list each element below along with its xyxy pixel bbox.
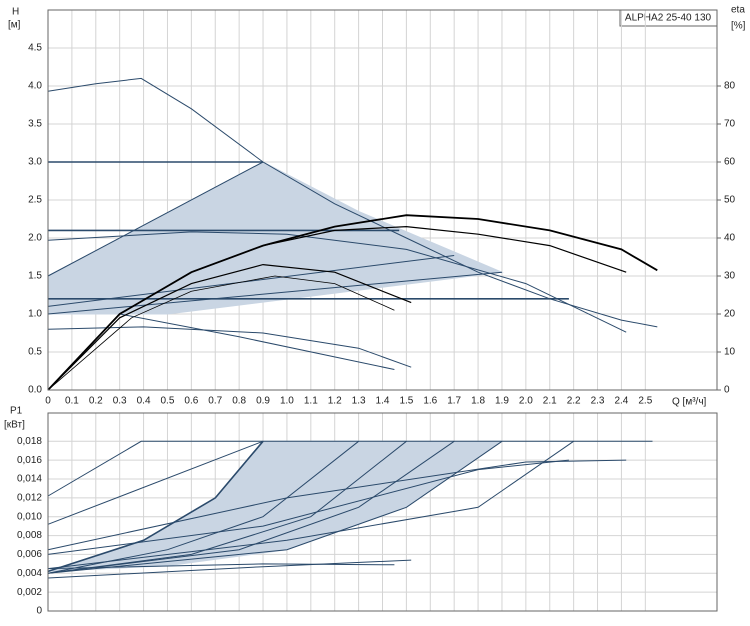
x-label: Q [м³/ч] [672, 397, 707, 408]
curve [47, 440, 264, 525]
x-tick-label: 1.4 [376, 396, 390, 407]
x-tick-label: 1.2 [328, 396, 342, 407]
x-tick-label: 0.4 [137, 396, 151, 407]
y-tick-label: 0,008 [17, 530, 42, 541]
y-tick-label: 1.0 [28, 309, 42, 320]
y-tick-label: 0.5 [28, 347, 42, 358]
y-tick-label: 0,016 [17, 455, 42, 466]
y2-unit: [%] [731, 21, 746, 32]
curve [47, 440, 455, 574]
y-tick-label: 0,002 [17, 587, 42, 598]
y2-tick-label: 10 [724, 347, 736, 358]
y-tick-label: 3.5 [28, 119, 42, 130]
y-tick-label: 0 [36, 606, 42, 617]
y-tick-label: 0,010 [17, 511, 42, 522]
y2-tick-label: 70 [724, 119, 736, 130]
x-tick-label: 1.6 [423, 396, 437, 407]
x-tick-label: 0.3 [113, 396, 127, 407]
operating-area [47, 440, 504, 572]
curve [47, 271, 503, 315]
curve [47, 255, 455, 307]
operating-area [47, 161, 504, 315]
curve [47, 440, 407, 574]
x-tick-label: 0 [45, 396, 51, 407]
x-tick-label: 1.9 [495, 396, 509, 407]
chart-title: ALPHA2 25-40 130 [625, 13, 712, 24]
x-tick-label: 1.3 [352, 396, 366, 407]
x-tick-label: 2.3 [591, 396, 605, 407]
x-tick-label: 0.1 [65, 396, 79, 407]
curve [47, 440, 264, 573]
y2-tick-label: 80 [724, 81, 736, 92]
y2-tick-label: 40 [724, 233, 736, 244]
x-tick-label: 1.0 [280, 396, 294, 407]
x-tick-label: 1.8 [471, 396, 485, 407]
x-tick-label: 1.5 [399, 396, 413, 407]
y2-tick-label: 30 [724, 271, 736, 282]
x-tick-label: 2.1 [543, 396, 557, 407]
x-tick-label: 0.7 [208, 396, 222, 407]
curve [47, 231, 627, 333]
curve [47, 559, 412, 579]
y-tick-label: 2.0 [28, 233, 42, 244]
x-tick-label: 0.5 [161, 396, 175, 407]
curve [47, 326, 412, 368]
y-tick-label: 0,014 [17, 474, 42, 485]
x-tick-label: 0.9 [256, 396, 270, 407]
curve [47, 225, 627, 391]
y-tick-label: 4.5 [28, 43, 42, 54]
x-tick-label: 2.0 [519, 396, 533, 407]
x-tick-label: 2.4 [614, 396, 628, 407]
x-tick-label: 0.8 [232, 396, 246, 407]
y-tick-label: 3.0 [28, 157, 42, 168]
curve [47, 440, 653, 497]
curve [47, 440, 574, 570]
y2-tick-label: 0 [724, 385, 730, 396]
curve [47, 459, 569, 555]
curve [47, 459, 627, 551]
curve [47, 440, 503, 574]
y-tick-label: 4.0 [28, 81, 42, 92]
x-tick-label: 1.1 [304, 396, 318, 407]
curve [119, 313, 395, 370]
y-tick-label: 0,012 [17, 492, 42, 503]
y2-tick-label: 50 [724, 195, 736, 206]
y-tick-label: 0,004 [17, 568, 42, 579]
plot-frame [47, 9, 718, 391]
y-tick-label: 0,018 [17, 436, 42, 447]
plot-frame [47, 412, 718, 612]
y-tick-label: 2.5 [28, 195, 42, 206]
curve [47, 77, 658, 328]
y2-label: eta [731, 5, 745, 16]
y-tick-label: 1.5 [28, 271, 42, 282]
x-tick-label: 0.2 [89, 396, 103, 407]
y2-tick-label: 60 [724, 157, 736, 168]
y-tick-label: 0.0 [28, 385, 42, 396]
x-tick-label: 1.7 [447, 396, 461, 407]
y2-tick-label: 20 [724, 309, 736, 320]
curve [47, 275, 395, 391]
curve [47, 161, 264, 277]
curve [47, 263, 412, 391]
y-tick-label: 0,006 [17, 549, 42, 560]
y-unit: [м] [8, 20, 21, 31]
y-label: H [12, 7, 19, 18]
y-label: P1 [10, 406, 23, 417]
x-tick-label: 2.2 [567, 396, 581, 407]
curve [47, 563, 395, 570]
x-tick-label: 2.5 [638, 396, 652, 407]
x-tick-label: 0.6 [184, 396, 198, 407]
y-unit: [кВт] [4, 420, 25, 431]
